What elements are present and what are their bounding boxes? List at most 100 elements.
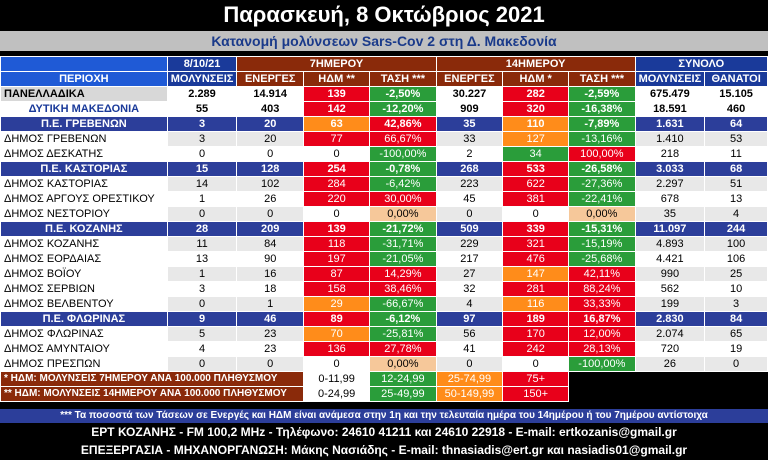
legend-label: ** ΗΔΜ: ΜΟΛΥΝΣΕΙΣ 14ΗΜΕΡΟΥ ΑΝΑ 100.000 Π… — [0, 386, 305, 402]
cell-deaths: 65 — [704, 326, 768, 342]
cell-trend-7: 0,00% — [369, 206, 437, 222]
cell-idm-7: 254 — [303, 161, 371, 177]
cell-infections: 9 — [166, 311, 238, 327]
cell-deaths: 100 — [704, 236, 768, 252]
row-area-name: ΔΗΜΟΣ ΑΜΥΝΤΑΙΟΥ — [0, 341, 168, 357]
cell-active-14: 35 — [435, 116, 504, 132]
legend-range: 75+ — [502, 371, 570, 387]
cell-infections: 1 — [166, 191, 238, 207]
cell-total-infections: 18.591 — [634, 101, 706, 117]
header-active-7: ΕΝΕΡΓΕΣ — [236, 71, 305, 87]
cell-infections: 3 — [166, 281, 238, 297]
cell-total-infections: 4.421 — [634, 251, 706, 267]
row-area-name: ΠΑΝΕΛΛΑΔΙΚΑ — [0, 86, 168, 102]
header-trend-14: ΤΑΣΗ *** — [568, 71, 636, 87]
cell-trend-7: 0,00% — [369, 356, 437, 372]
table-row: Π.Ε. ΓΡΕΒΕΝΩΝ 3 20 63 42,86% 35 110 -7,89% 1.631… — [0, 116, 768, 132]
cell-infections: 3 — [166, 116, 238, 132]
cell-active-14: 97 — [435, 311, 504, 327]
cell-active-14: 4 — [435, 296, 504, 312]
cell-active-14: 268 — [435, 161, 504, 177]
table-body: 8/10/21 7ΗΜΕΡΟΥ 14ΗΜΕΡΟΥ ΣΥΝΟΛΟ ΠΕΡΙΟΧΗ … — [0, 56, 768, 402]
table-row: ΔΗΜΟΣ ΕΟΡΔΑΙΑΣ 13 90 197 -21,05% 217 476 -25,68… — [0, 251, 768, 267]
table-row: ΔΗΜΟΣ ΒΟΪΟΥ 1 16 87 14,29% 27 147 42,11% 990 25 — [0, 266, 768, 282]
cell-trend-7: -66,67% — [369, 296, 437, 312]
cell-trend-14: 88,24% — [568, 281, 636, 297]
cell-active-7: 23 — [236, 341, 305, 357]
cell-deaths: 64 — [704, 116, 768, 132]
cell-idm-14: 622 — [502, 176, 570, 192]
legend-range: 25-49,99 — [369, 386, 437, 402]
cell-active-7: 90 — [236, 251, 305, 267]
cell-trend-7: -21,72% — [369, 221, 437, 237]
cell-active-7: 1 — [236, 296, 305, 312]
cell-infections: 0 — [166, 146, 238, 162]
cell-trend-14: 0,00% — [568, 206, 636, 222]
cell-total-infections: 2.830 — [634, 311, 706, 327]
cell-idm-7: 0 — [303, 146, 371, 162]
table-row: ΔΗΜΟΣ ΦΛΩΡΙΝΑΣ 5 23 70 -25,81% 56 170 12,00% 2.0… — [0, 326, 768, 342]
cell-idm-14: 321 — [502, 236, 570, 252]
footer-credits: ΕΠΕΞΕΡΓΑΣΙΑ - ΜΗΧΑΝΟΡΓΑΝΩΣΗ: Μάκης Νασιά… — [80, 443, 688, 457]
cell-idm-14: 242 — [502, 341, 570, 357]
cell-deaths: 25 — [704, 266, 768, 282]
legend-range: 12-24,99 — [369, 371, 437, 387]
cell-idm-7: 77 — [303, 131, 371, 147]
cell-trend-14: 42,11% — [568, 266, 636, 282]
cell-deaths: 11 — [704, 146, 768, 162]
cell-active-7: 403 — [236, 101, 305, 117]
cell-total-infections: 562 — [634, 281, 706, 297]
cell-total-infections: 990 — [634, 266, 706, 282]
row-area-name: ΔΗΜΟΣ ΒΕΛΒΕΝΤΟΥ — [0, 296, 168, 312]
cell-total-infections: 678 — [634, 191, 706, 207]
cell-deaths: 3 — [704, 296, 768, 312]
cell-trend-14: -22,41% — [568, 191, 636, 207]
cell-idm-14: 147 — [502, 266, 570, 282]
row-area-name: Π.Ε. ΦΛΩΡΙΝΑΣ — [0, 311, 168, 327]
cell-idm-14: 0 — [502, 206, 570, 222]
row-area-name: ΔΗΜΟΣ ΓΡΕΒΕΝΩΝ — [0, 131, 168, 147]
cell-total-infections: 218 — [634, 146, 706, 162]
cell-idm-14: 476 — [502, 251, 570, 267]
cell-idm-7: 139 — [303, 86, 371, 102]
cell-trend-14: -25,68% — [568, 251, 636, 267]
cell-total-infections: 26 — [634, 356, 706, 372]
cell-trend-7: 42,86% — [369, 116, 437, 132]
header-trend-7: ΤΑΣΗ *** — [369, 71, 437, 87]
row-area-name: ΔΗΜΟΣ ΣΕΡΒΙΩΝ — [0, 281, 168, 297]
cell-active-7: 20 — [236, 116, 305, 132]
cell-idm-7: 70 — [303, 326, 371, 342]
cell-active-7: 0 — [236, 206, 305, 222]
cell-active-14: 2 — [435, 146, 504, 162]
row-area-name: ΔΥΤΙΚΗ ΜΑΚΕΔΟΝΙΑ — [0, 101, 168, 117]
cell-active-7: 0 — [236, 146, 305, 162]
page-title: Παρασκευή, 8 Οκτώβριος 2021 — [223, 2, 545, 27]
header-date: 8/10/21 — [166, 56, 238, 72]
cell-idm-7: 284 — [303, 176, 371, 192]
cell-trend-7: -6,12% — [369, 311, 437, 327]
header-period-7: 7ΗΜΕΡΟΥ — [236, 56, 437, 72]
header-total: ΣΥΝΟΛΟ — [634, 56, 768, 72]
cell-active-14: 0 — [435, 356, 504, 372]
cell-infections: 11 — [166, 236, 238, 252]
row-area-name: ΔΗΜΟΣ ΚΑΣΤΟΡΙΑΣ — [0, 176, 168, 192]
header-infections: ΜΟΛΥΝΣΕΙΣ — [166, 71, 238, 87]
cell-active-7: 14.914 — [236, 86, 305, 102]
cell-active-7: 26 — [236, 191, 305, 207]
cell-idm-7: 139 — [303, 221, 371, 237]
cell-deaths: 4 — [704, 206, 768, 222]
cell-idm-7: 118 — [303, 236, 371, 252]
row-area-name: ΔΗΜΟΣ ΒΟΪΟΥ — [0, 266, 168, 282]
cell-active-14: 30.227 — [435, 86, 504, 102]
cell-active-7: 23 — [236, 326, 305, 342]
cell-idm-7: 220 — [303, 191, 371, 207]
cell-active-14: 56 — [435, 326, 504, 342]
header-row-2: ΠΕΡΙΟΧΗ ΜΟΛΥΝΣΕΙΣ ΕΝΕΡΓΕΣ ΗΔΜ ** ΤΑΣΗ **… — [0, 71, 768, 87]
cell-infections: 28 — [166, 221, 238, 237]
table-row: ΔΗΜΟΣ ΚΑΣΤΟΡΙΑΣ 14 102 284 -6,42% 223 622 -27,3… — [0, 176, 768, 192]
cell-trend-7: -21,05% — [369, 251, 437, 267]
table-row: ΔΗΜΟΣ ΑΡΓΟΥΣ ΟΡΕΣΤΙΚΟΥ 1 26 220 30,00% 45 381-… — [0, 191, 768, 207]
cell-total-infections: 2.074 — [634, 326, 706, 342]
cell-trend-14: -13,16% — [568, 131, 636, 147]
